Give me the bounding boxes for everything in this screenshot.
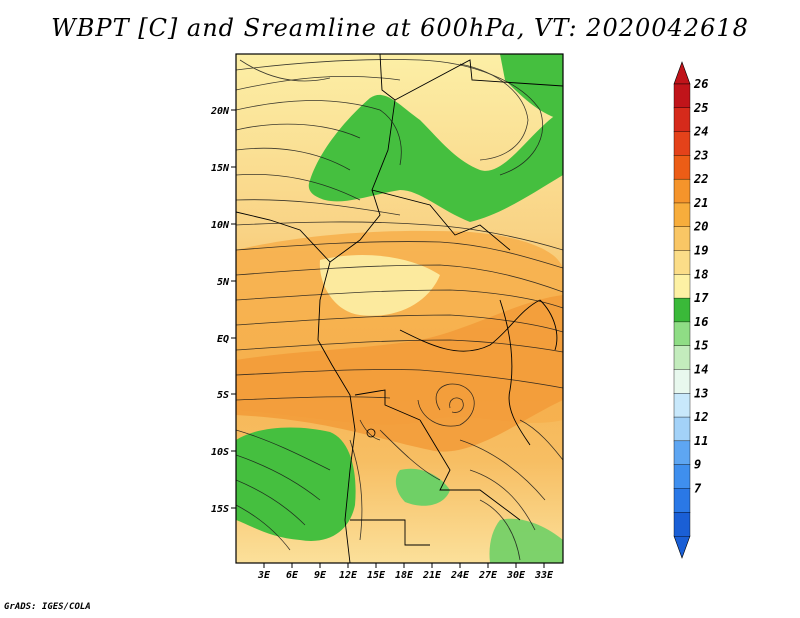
colorbar-segment xyxy=(673,83,691,109)
lon-axis: 3E 6E 9E 12E 15E 18E 21E 24E 27E 30E 33E xyxy=(257,563,554,581)
colorbar-label: 24 xyxy=(693,125,708,139)
lat-label: 15S xyxy=(211,504,229,515)
colorbar-max-arrow xyxy=(673,61,691,85)
lat-label: 5S xyxy=(217,390,229,401)
colorbar-label: 20 xyxy=(693,220,708,234)
colorbar-label: 13 xyxy=(694,386,708,400)
colorbar-label: 12 xyxy=(694,410,708,424)
lon-label: 6E xyxy=(286,570,299,581)
colorbar-segment xyxy=(673,321,691,347)
colorbar-segment xyxy=(673,297,691,323)
colorbar-label: 19 xyxy=(694,244,708,258)
colorbar-segment xyxy=(673,440,691,466)
colorbar-label: 26 xyxy=(693,77,708,91)
lat-axis: 20N 15N 10N 5N EQ 5S 10S 15S xyxy=(210,106,236,515)
vortex-marker xyxy=(366,428,376,438)
colorbar-label: 18 xyxy=(694,267,708,281)
colorbar-segment xyxy=(673,250,691,275)
lon-label: 9E xyxy=(314,570,327,581)
colorbar-label: 23 xyxy=(693,148,708,162)
colorbar-min-arrow xyxy=(673,535,691,559)
lon-label: 24E xyxy=(450,570,470,581)
colorbar-label: 15 xyxy=(694,339,708,353)
colorbar-segment xyxy=(673,345,691,370)
lat-label: 15N xyxy=(211,163,230,174)
lat-label: EQ xyxy=(217,334,229,345)
colorbar-label: 11 xyxy=(694,434,708,448)
wbpt-field xyxy=(236,54,563,563)
colorbar-segment xyxy=(673,464,691,489)
lon-label: 12E xyxy=(339,570,358,581)
colorbar-segment xyxy=(673,416,691,442)
colorbar-segment xyxy=(673,512,691,537)
colorbar-segment xyxy=(673,155,691,180)
colorbar-label: 16 xyxy=(694,315,708,329)
lon-label: 3E xyxy=(257,570,271,581)
colorbar-segment xyxy=(673,369,691,394)
lon-label: 30E xyxy=(506,570,526,581)
colorbar-segment xyxy=(673,274,691,299)
colorbar-label: 7 xyxy=(694,481,702,495)
lon-label: 15E xyxy=(367,570,386,581)
colorbar-segment xyxy=(673,488,691,513)
colorbar-segment xyxy=(673,202,691,228)
lat-label: 20N xyxy=(210,106,230,117)
field-green-southeast-patch xyxy=(489,518,563,563)
lat-label: 5N xyxy=(217,277,230,288)
lon-label: 18E xyxy=(395,570,414,581)
lat-label: 10S xyxy=(211,447,229,458)
colorbar-label: 17 xyxy=(694,291,709,305)
lon-label: 21E xyxy=(422,570,442,581)
colorbar-segment xyxy=(673,393,691,418)
field-pale-yellow-zone xyxy=(319,255,440,316)
streamlines xyxy=(236,59,563,561)
colorbar-label: 25 xyxy=(693,101,708,115)
lon-label: 27E xyxy=(478,570,498,581)
lat-label: 10N xyxy=(211,220,230,231)
field-dark-orange-core xyxy=(236,295,563,452)
colorbar-segment xyxy=(673,178,691,204)
field-green-southwest xyxy=(236,427,356,541)
grads-credit: GrADS: IGES/COLA xyxy=(4,602,91,612)
field-green-northeast xyxy=(500,54,563,120)
colorbar-label: 9 xyxy=(694,458,701,472)
colorbar: 26 25 24 23 22 21 20 19 18 17 16 15 14 13 12 11 9 7 xyxy=(673,61,709,559)
map-frame xyxy=(235,53,564,564)
chart-title: WBPT [C] and Sreamline at 600hPa, VT: 20… xyxy=(51,14,749,42)
boundaries xyxy=(236,54,563,563)
colorbar-segment xyxy=(673,131,691,156)
lon-label: 33E xyxy=(534,570,554,581)
colorbar-label: 21 xyxy=(693,196,708,210)
colorbar-label: 22 xyxy=(693,172,708,186)
colorbar-segment xyxy=(673,226,691,252)
colorbar-label: 14 xyxy=(694,362,708,376)
colorbar-segment xyxy=(673,107,691,133)
